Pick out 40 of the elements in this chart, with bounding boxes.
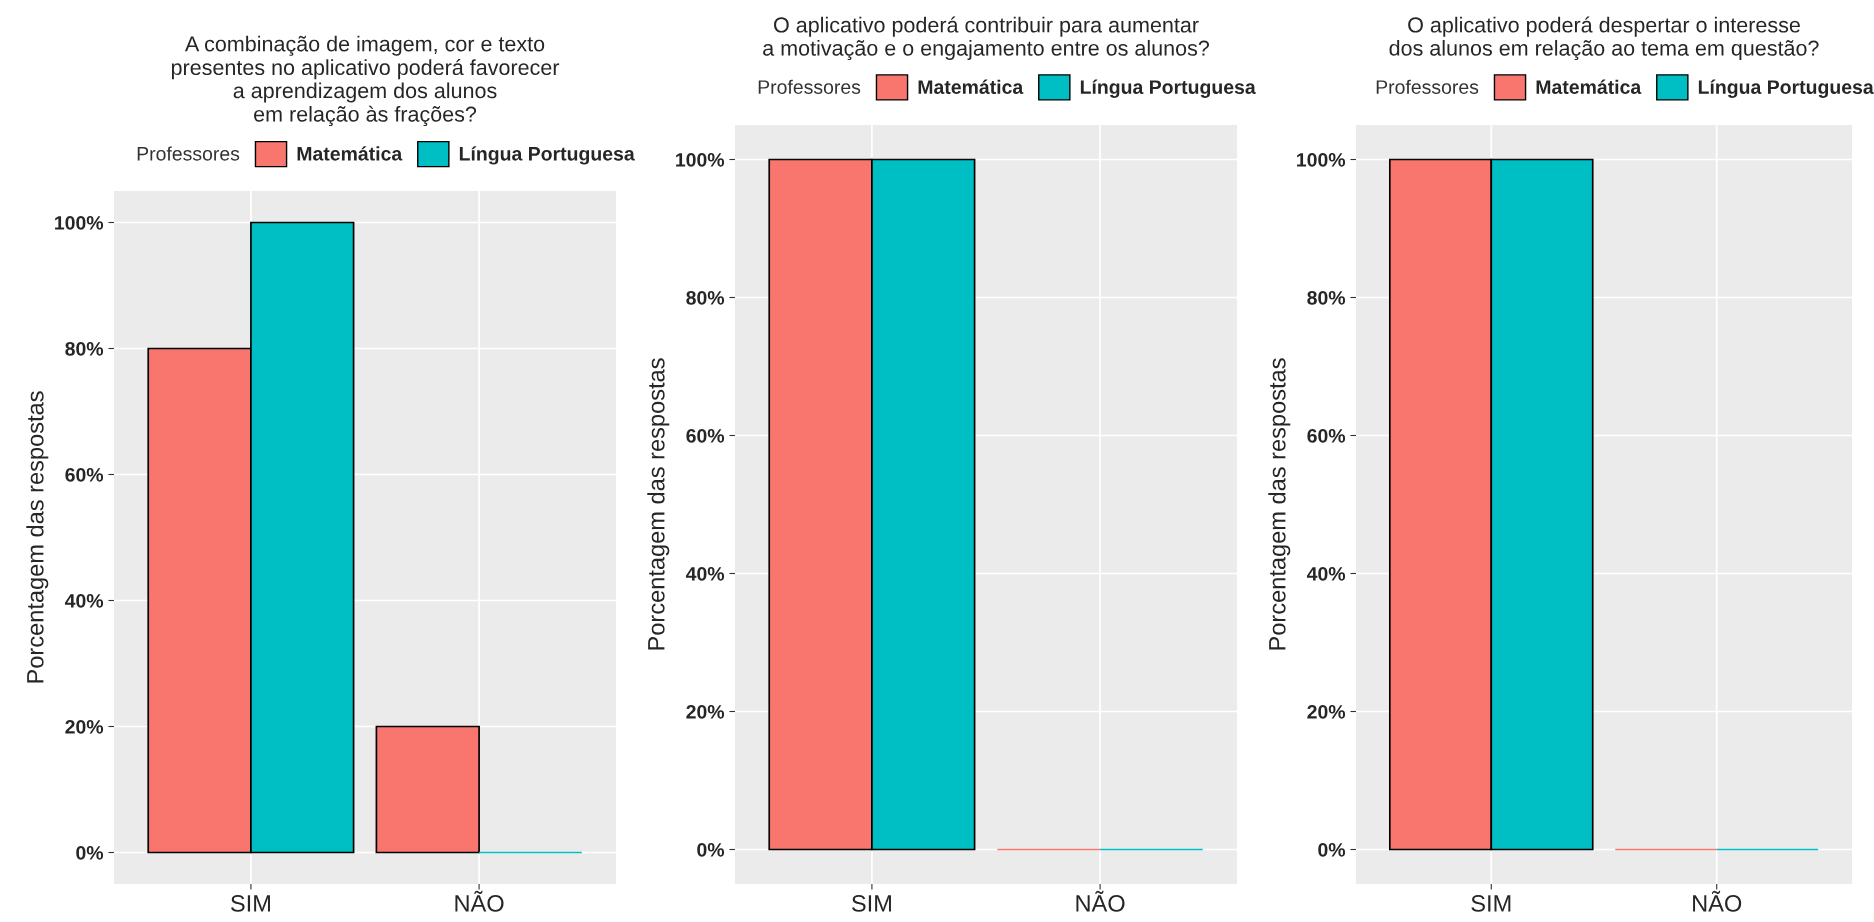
chart-title: O aplicativo poderá contribuir para aumentar a motivação e o engajamento entre os alunos? bbox=[763, 16, 1210, 61]
y-tick-label: 40% bbox=[685, 566, 725, 581]
y-tick-label: 20% bbox=[65, 719, 104, 734]
y-tick-label: 0% bbox=[76, 845, 104, 860]
chart-title: O aplicativo poderá despertar o interesse dos alunos em relação ao tema em questão? bbox=[1389, 16, 1819, 61]
legend-label: Matemática bbox=[297, 146, 403, 161]
x-tick-label: NÃO bbox=[1076, 890, 1125, 912]
y-tick-label: 20% bbox=[1307, 704, 1346, 719]
y-tick-label: 60% bbox=[1307, 428, 1346, 443]
y-tick-label: 20% bbox=[686, 704, 725, 719]
y-tick-label: 40% bbox=[1306, 566, 1346, 581]
y-tick-label: 100% bbox=[1297, 152, 1346, 167]
y-tick-label: 0% bbox=[697, 842, 725, 857]
y-tick-label: 80% bbox=[65, 341, 104, 356]
y-axis-title: Porcentagem das respostas bbox=[1268, 358, 1291, 650]
y-tick-label: 60% bbox=[65, 467, 104, 482]
legend-title: Professores bbox=[137, 146, 240, 161]
legend-title: Professores bbox=[1376, 79, 1479, 94]
x-tick-label: SIM bbox=[1471, 895, 1511, 912]
legend-label: Língua Portuguesa bbox=[1698, 79, 1874, 98]
legend-label: Língua Portuguesa bbox=[1080, 79, 1256, 98]
y-axis-title: Porcentagem das respostas bbox=[26, 391, 49, 683]
y-tick-label: 100% bbox=[55, 215, 104, 230]
x-tick-label: SIM bbox=[230, 895, 270, 912]
legend-label: Língua Portuguesa bbox=[459, 146, 635, 165]
y-tick-label: 100% bbox=[676, 152, 725, 167]
x-tick-label: NÃO bbox=[455, 890, 504, 912]
y-axis-title: Porcentagem das respostas bbox=[647, 358, 670, 650]
y-tick-label: 0% bbox=[1318, 842, 1346, 857]
y-tick-label: 40% bbox=[64, 593, 104, 608]
legend-title: Professores bbox=[758, 79, 861, 94]
x-tick-label: NÃO bbox=[1693, 890, 1742, 912]
chart-title: A combinação de imagem, cor e texto presentes no aplicativo poderá favorecer a aprendizagem dos alunos em relação às frações? bbox=[171, 35, 560, 127]
legend-label: Matemática bbox=[918, 79, 1024, 94]
y-tick-label: 80% bbox=[686, 290, 725, 305]
y-tick-label: 80% bbox=[1307, 290, 1346, 305]
x-tick-label: SIM bbox=[851, 895, 891, 912]
y-tick-label: 60% bbox=[686, 428, 725, 443]
bar bbox=[375, 725, 480, 854]
legend-label: Matemática bbox=[1536, 79, 1642, 94]
